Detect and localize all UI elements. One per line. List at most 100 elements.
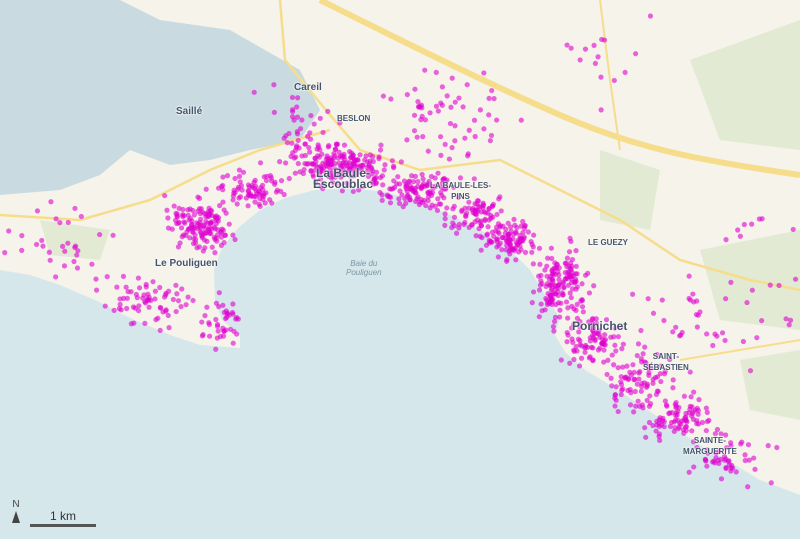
map-point — [531, 232, 537, 238]
map-point — [396, 200, 403, 207]
map-point — [136, 285, 143, 291]
map-point — [571, 321, 577, 328]
map-point — [592, 338, 598, 344]
map-point — [370, 158, 376, 165]
map-point — [529, 249, 535, 255]
map-point — [556, 282, 562, 288]
map-point — [226, 221, 232, 227]
map-point — [304, 161, 310, 167]
map-point — [140, 295, 146, 301]
map-point — [686, 295, 692, 302]
map-point — [484, 232, 490, 238]
map-point — [591, 283, 597, 289]
map-point — [457, 175, 464, 181]
map-point — [670, 329, 676, 335]
map-point — [530, 261, 536, 267]
map-point — [697, 309, 703, 315]
map-point — [48, 199, 54, 205]
map-point — [659, 418, 666, 424]
map-point — [578, 355, 585, 361]
map-point — [556, 272, 562, 278]
map-point — [157, 327, 163, 334]
map-point — [256, 201, 262, 207]
map-point — [624, 363, 630, 369]
map-point — [164, 207, 170, 213]
map-point — [612, 342, 618, 348]
map-point — [33, 241, 40, 248]
map-point — [550, 290, 556, 296]
map-point — [647, 401, 654, 407]
map-point — [419, 171, 425, 178]
map-point — [212, 226, 218, 232]
map-point — [224, 314, 230, 320]
map-point — [637, 369, 643, 375]
map-point — [473, 233, 479, 239]
map-point — [580, 309, 586, 315]
map-point — [537, 282, 543, 288]
map-point — [536, 273, 542, 279]
map-point — [603, 317, 610, 323]
map-point — [638, 356, 644, 362]
map-point — [418, 102, 425, 108]
map-point — [181, 219, 187, 225]
points-layer — [2, 13, 799, 490]
map-point — [425, 148, 431, 154]
map-point — [618, 391, 624, 398]
map-point — [573, 271, 579, 277]
map-point — [567, 235, 573, 241]
map-point — [190, 229, 196, 235]
map-point — [536, 314, 542, 320]
map-point — [673, 410, 679, 416]
map-point — [441, 195, 447, 201]
map-point — [202, 313, 208, 319]
label-sainte-marguerite: SAINTE- MARGUERITE — [683, 436, 737, 456]
map-point — [633, 51, 639, 57]
map-point — [564, 339, 570, 345]
map-point — [630, 291, 636, 297]
map-point — [494, 211, 500, 218]
map-point — [704, 463, 710, 469]
map-point — [335, 180, 341, 186]
map-point — [230, 340, 236, 346]
north-label: N — [12, 499, 20, 510]
road — [278, 0, 800, 292]
label-pornichet: Pornichet — [572, 319, 628, 333]
map-point — [567, 360, 573, 366]
map-point — [19, 233, 25, 239]
map-point — [553, 265, 560, 271]
map-point — [740, 338, 746, 345]
map-point — [234, 201, 240, 207]
map-point — [560, 292, 566, 298]
map-point — [320, 181, 326, 187]
map-point — [613, 384, 619, 390]
map-point — [344, 163, 350, 169]
map-point — [466, 199, 472, 205]
map-point — [495, 229, 501, 235]
map-point — [505, 220, 511, 226]
map-point — [143, 284, 149, 290]
map-point — [379, 197, 385, 203]
map-point — [339, 188, 345, 194]
map-point — [511, 216, 517, 222]
map-point — [166, 325, 172, 331]
map-point — [330, 180, 336, 186]
map-point — [565, 305, 571, 311]
map-point — [612, 395, 618, 401]
map-point — [721, 453, 728, 460]
map-point — [505, 232, 512, 238]
map-point — [613, 348, 619, 354]
map-point — [220, 302, 226, 308]
map-point — [631, 409, 637, 415]
map-point — [749, 287, 755, 293]
map-point — [590, 345, 596, 351]
map-point — [683, 427, 689, 434]
map-point — [600, 341, 606, 347]
map-point — [329, 170, 335, 176]
map-point — [664, 403, 670, 409]
map-point — [688, 394, 694, 400]
map-point — [342, 169, 348, 175]
map-point — [320, 160, 326, 166]
map-point — [695, 408, 702, 414]
map-point — [595, 54, 601, 60]
